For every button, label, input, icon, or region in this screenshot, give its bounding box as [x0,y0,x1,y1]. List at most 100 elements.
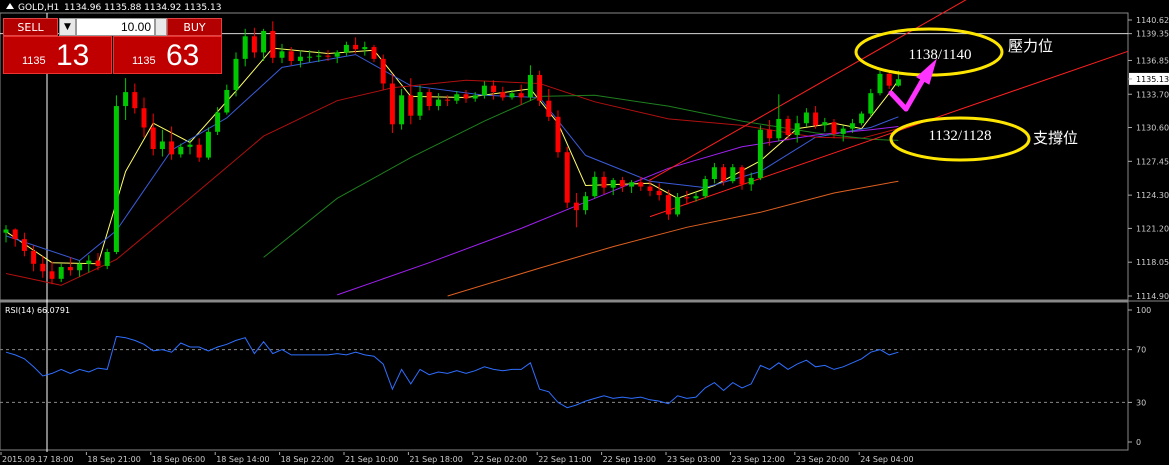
time-tick-label: 21 Sep 10:00 [345,455,398,464]
channel-lines[interactable] [649,0,1129,218]
candle-body [785,118,791,136]
time-tick-label: 23 Sep 20:00 [796,455,849,464]
moving-average-line-6 [447,180,899,297]
candle-body [693,196,699,199]
rsi-title: RSI(14) 66.0791 [5,306,70,315]
candle-body [647,186,653,191]
candle-body [104,252,110,266]
candle [500,86,506,101]
candle-body [417,92,423,116]
candle [757,125,763,181]
candle-body [849,123,855,129]
candle [196,138,202,162]
time-tick-label: 23 Sep 12:00 [731,455,784,464]
candle [592,171,598,199]
candle [113,95,119,255]
candle-body [702,179,708,197]
candle-body [95,260,101,266]
candle [205,127,211,160]
candle [684,190,690,205]
candle-body [150,127,156,149]
candle-body [40,263,46,272]
candle-body [500,92,506,98]
candle-body [325,55,331,57]
main-price-frame [0,12,1169,451]
candle [371,44,377,63]
candle [445,95,451,107]
candle-body [803,112,809,124]
candle [279,43,285,64]
candle [104,248,110,270]
candle [583,191,589,215]
candle-body [859,113,865,124]
price-tick-label: 1140.62 [1136,16,1169,25]
support-label: 支撐位 [1033,129,1078,147]
candle [610,177,616,196]
annotations: 1138/1140 壓力位 1132/1128 支撐位 [854,27,1078,162]
candle-body [224,89,230,113]
candle [537,70,543,107]
sell-button[interactable]: SELL [3,18,58,36]
candle-body [555,116,561,153]
volume-input[interactable]: 10.00 [76,18,155,36]
time-tick-label: 21 Sep 18:00 [409,455,462,464]
candle [31,245,37,272]
candle-body [399,95,405,125]
candle-body [316,55,322,57]
candle [463,89,469,103]
candle [58,263,64,283]
candle-body [601,176,607,188]
candle [472,92,478,102]
rsi-tick-label: 30 [1136,398,1146,407]
candle [509,89,515,100]
volume-dropdown-icon[interactable]: ▼ [59,18,76,36]
candle-body [288,51,294,61]
candle [297,50,303,68]
candle-body [123,92,129,107]
candle-body [610,180,616,188]
candle-body [187,144,193,147]
candle [748,172,754,191]
buy-button[interactable]: BUY [167,18,222,36]
candle [776,94,782,142]
time-tick-label: 18 Sep 22:00 [281,455,334,464]
candle [638,176,644,191]
candles [3,21,901,285]
candle-body [251,36,257,53]
sell-quote[interactable]: 1135 13 [3,36,112,74]
candle-body [794,123,800,136]
moving-average-line-5 [337,126,899,296]
candle [141,97,147,138]
volume-spinner[interactable] [155,18,167,36]
candle [150,113,156,156]
candle [353,37,359,54]
resistance-ellipse-text: 1138/1140 [908,47,971,63]
candle-body [629,182,635,187]
candle [123,78,129,121]
candle [435,93,441,111]
candle [40,256,46,278]
resistance-label: 壓力位 [1008,37,1053,55]
buy-quote-pips: 63 [166,39,200,72]
candle-body [307,56,313,58]
rsi-axis: 100 70 30 0 [1128,306,1151,447]
candle-body [426,92,432,107]
channel-line-1[interactable] [649,50,1129,218]
time-tick-label: 22 Sep 02:00 [474,455,527,464]
candle [601,171,607,195]
candle-body [435,99,441,107]
candle [408,78,414,125]
candle [169,126,175,160]
candle-body [58,267,64,279]
candle [675,192,681,217]
channel-line-2[interactable] [649,0,1128,181]
candle-body [77,263,83,271]
buy-quote[interactable]: 1135 63 [113,36,222,74]
candle [77,260,83,277]
candle-body [463,94,469,99]
price-tick-label: 1133.70 [1136,90,1169,99]
candle [86,255,92,273]
candle-body [12,229,18,240]
forecast-arrow-icon [888,58,937,112]
candle-body [389,83,395,125]
